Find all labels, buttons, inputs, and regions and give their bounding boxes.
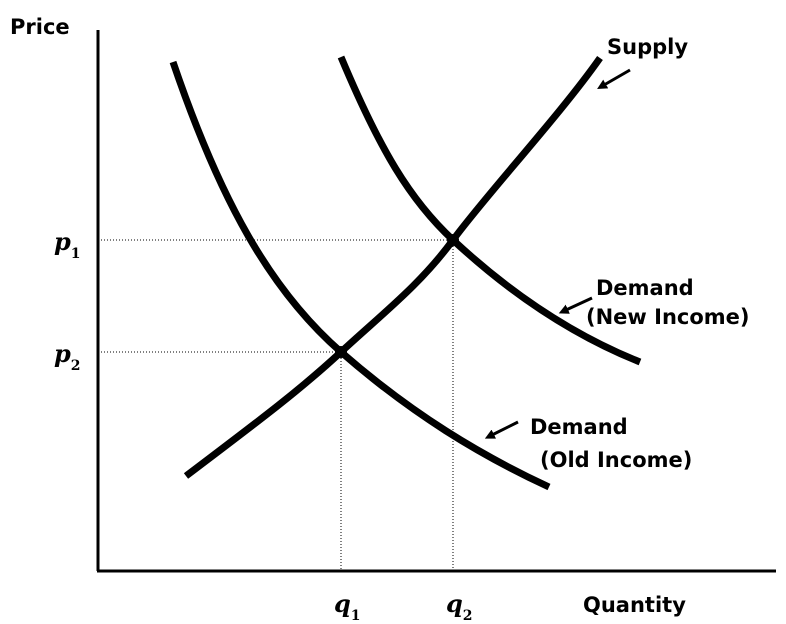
subscript: 1 <box>71 246 81 262</box>
symbol: p <box>54 227 71 256</box>
demand-old-label: Demand <box>530 415 628 439</box>
supply-label: Supply <box>607 35 688 59</box>
equilibrium-point <box>447 234 459 246</box>
arrow <box>558 296 593 314</box>
subscript: 2 <box>71 358 81 374</box>
symbol: q <box>334 589 351 618</box>
demand-new-label: Demand <box>596 276 694 300</box>
symbol: q <box>446 589 463 618</box>
symbol: p <box>54 339 71 368</box>
quantity-label: q2 <box>446 589 473 624</box>
subscript: 1 <box>351 608 361 624</box>
arrow <box>597 68 631 89</box>
price-label: p2 <box>54 339 81 374</box>
supply-curve <box>183 55 603 479</box>
equilibrium-point <box>335 346 347 358</box>
x-axis-label: Quantity <box>583 593 686 617</box>
demand-new-label: (New Income) <box>586 305 750 329</box>
demand-old-curve <box>169 60 551 491</box>
arrow <box>484 420 519 439</box>
quantity-label: q1 <box>334 589 361 624</box>
subscript: 2 <box>463 608 473 624</box>
demand-old-label: (Old Income) <box>540 448 692 472</box>
y-axis-label: Price <box>10 15 70 39</box>
price-label: p1 <box>54 227 81 262</box>
